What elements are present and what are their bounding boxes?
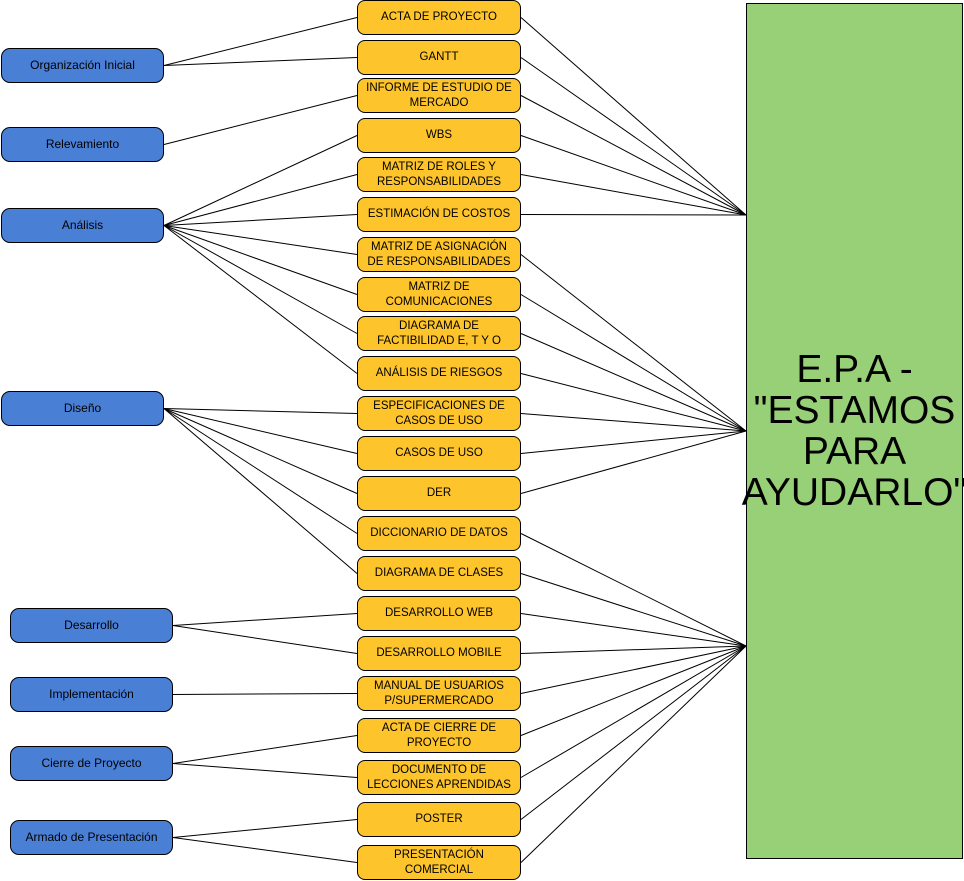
deliverable-presentacion-comercial[interactable]: PRESENTACIÓN COMERCIAL — [357, 845, 521, 880]
deliverable-diagrama-de-clases[interactable]: DIAGRAMA DE CLASES — [357, 556, 521, 591]
phase-connector-p3-d10 — [163, 225, 358, 374]
phase-connector-p7-d19 — [172, 735, 358, 764]
deliverable-acta-de-cierre[interactable]: ACTA DE CIERRE DE PROYECTO — [357, 718, 521, 753]
target-connector-d19 — [520, 645, 747, 736]
phase-connector-p5-d17 — [172, 625, 358, 654]
project-title-box[interactable]: E.P.A - "ESTAMOS PARA AYUDARLO" — [742, 3, 964, 859]
phase-connector-p3-d9 — [163, 225, 358, 334]
target-connector-d6 — [520, 214, 747, 216]
phase-desarrollo[interactable]: Desarrollo — [10, 608, 173, 643]
target-connector-d8 — [520, 294, 747, 432]
phase-connector-p8-d21 — [172, 819, 358, 838]
target-connector-d5 — [520, 174, 747, 216]
target-connector-d22 — [520, 645, 747, 863]
phase-connector-p4-d11 — [163, 408, 358, 414]
phase-connector-p4-d14 — [163, 408, 358, 534]
deliverable-desarrollo-mobile[interactable]: DESARROLLO MOBILE — [357, 636, 521, 671]
phase-implementacion[interactable]: Implementación — [10, 677, 173, 712]
deliverable-matriz-de-comunicaciones[interactable]: MATRIZ DE COMUNICACIONES — [357, 277, 521, 312]
deliverable-desarrollo-web[interactable]: DESARROLLO WEB — [357, 596, 521, 631]
phase-connector-p3-d7 — [163, 225, 358, 255]
deliverable-matriz-roles-responsabilidades[interactable]: MATRIZ DE ROLES Y RESPONSABILIDADES — [357, 157, 521, 192]
phase-connector-p6-d18 — [172, 693, 358, 695]
deliverable-acta-de-proyecto[interactable]: ACTA DE PROYECTO — [357, 0, 521, 35]
phase-connector-p4-d12 — [163, 408, 358, 454]
deliverable-gantt[interactable]: GANTT — [357, 40, 521, 75]
phase-connector-p3-d5 — [163, 174, 358, 226]
target-connector-d3 — [520, 95, 747, 216]
phase-diseno[interactable]: Diseño — [1, 391, 164, 426]
target-connector-d10 — [520, 373, 747, 432]
phase-analisis[interactable]: Análisis — [1, 208, 164, 243]
target-connector-d4 — [520, 135, 747, 216]
target-connector-d7 — [520, 254, 747, 432]
phase-connector-p7-d20 — [172, 763, 358, 778]
target-connector-d18 — [520, 645, 747, 694]
phase-armado-de-presentacion[interactable]: Armado de Presentación — [10, 820, 173, 855]
target-connector-d20 — [520, 645, 747, 778]
deliverable-analisis-de-riesgos[interactable]: ANÁLISIS DE RIESGOS — [357, 356, 521, 391]
phase-connector-p5-d16 — [172, 613, 358, 626]
target-connector-d15 — [520, 573, 747, 647]
phase-cierre-de-proyecto[interactable]: Cierre de Proyecto — [10, 746, 173, 781]
target-connector-d13 — [520, 430, 747, 494]
phase-organizacion-inicial[interactable]: Organización Inicial — [1, 48, 164, 83]
phase-connector-p1-d2 — [163, 57, 358, 66]
target-connector-d16 — [520, 613, 747, 647]
target-connector-d2 — [520, 57, 747, 216]
deliverable-matriz-asignacion-responsabilidades[interactable]: MATRIZ DE ASIGNACIÓN DE RESPONSABILIDADE… — [357, 237, 521, 272]
deliverable-diccionario-de-datos[interactable]: DICCIONARIO DE DATOS — [357, 516, 521, 551]
deliverable-lecciones-aprendidas[interactable]: DOCUMENTO DE LECCIONES APRENDIDAS — [357, 760, 521, 795]
deliverable-informe-estudio-mercado[interactable]: INFORME DE ESTUDIO DE MERCADO — [357, 78, 521, 113]
deliverable-poster[interactable]: POSTER — [357, 802, 521, 837]
phase-connector-p3-d8 — [163, 225, 358, 295]
target-connector-d17 — [520, 645, 747, 654]
target-connector-d9 — [520, 333, 747, 432]
target-connector-d1 — [520, 17, 747, 216]
phase-connector-p3-d6 — [163, 214, 358, 226]
target-connector-d14 — [520, 533, 747, 647]
deliverable-manual-de-usuarios[interactable]: MANUAL DE USUARIOS P/SUPERMERCADO — [357, 676, 521, 711]
deliverable-especificaciones-casos-de-uso[interactable]: ESPECIFICACIONES DE CASOS DE USO — [357, 396, 521, 431]
phase-connector-p3-d4 — [163, 135, 358, 226]
deliverable-estimacion-de-costos[interactable]: ESTIMACIÓN DE COSTOS — [357, 197, 521, 232]
target-connector-d11 — [520, 413, 747, 432]
target-connector-d21 — [520, 645, 747, 820]
deliverable-wbs[interactable]: WBS — [357, 118, 521, 153]
phase-connector-p4-d13 — [163, 408, 358, 494]
phase-connector-p8-d22 — [172, 837, 358, 863]
phase-connector-p2-d3 — [163, 95, 358, 145]
phase-connector-p4-d15 — [163, 408, 358, 574]
phase-relevamiento[interactable]: Relevamiento — [1, 127, 164, 162]
deliverable-der[interactable]: DER — [357, 476, 521, 511]
target-connector-d12 — [520, 430, 747, 454]
phase-connector-p1-d1 — [163, 17, 358, 66]
deliverable-casos-de-uso[interactable]: CASOS DE USO — [357, 436, 521, 471]
deliverable-diagrama-de-factibilidad[interactable]: DIAGRAMA DE FACTIBILIDAD E, T Y O — [357, 316, 521, 351]
